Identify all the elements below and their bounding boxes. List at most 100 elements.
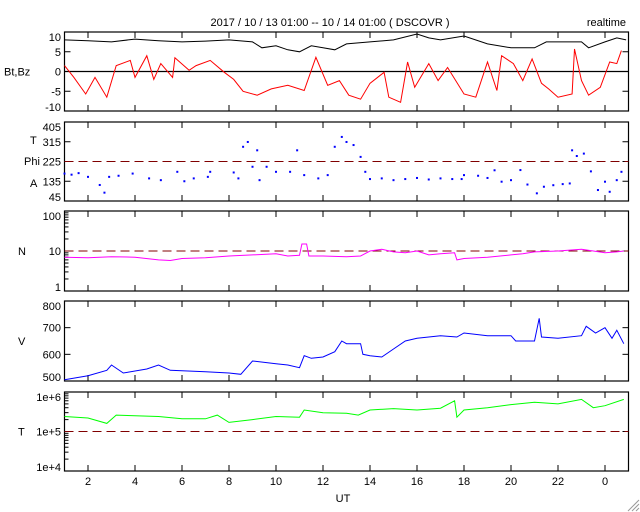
y-tick-label: 5	[55, 47, 61, 59]
data-point-phi	[352, 144, 355, 147]
x-tick-label: 14	[364, 476, 376, 488]
data-point-phi	[380, 177, 383, 180]
data-point-phi	[237, 177, 240, 180]
data-point-phi	[552, 184, 555, 187]
y-tick-label: 45	[49, 192, 61, 204]
y-tick-label: 0	[55, 67, 61, 79]
y-axis-label: T	[30, 135, 37, 147]
data-point-phi	[416, 176, 418, 179]
x-tick-label: 4	[132, 476, 138, 488]
data-point-phi	[526, 183, 529, 186]
data-point-phi	[451, 178, 454, 181]
y-tick-label: 1e+5	[36, 427, 61, 439]
data-point-phi	[131, 172, 134, 175]
y-tick-label: 800	[43, 301, 61, 313]
data-point-phi	[463, 174, 465, 177]
data-point-phi	[510, 179, 512, 182]
data-point-phi	[477, 174, 480, 177]
data-point-phi	[340, 135, 343, 138]
data-point-phi	[404, 178, 407, 181]
data-point-phi	[493, 169, 496, 172]
data-point-phi	[364, 170, 367, 173]
data-point-phi	[615, 179, 618, 182]
series-line-n	[64, 243, 624, 262]
data-point-phi	[439, 177, 442, 180]
data-point-phi	[256, 149, 259, 152]
data-point-phi	[596, 189, 599, 192]
data-point-phi	[575, 155, 578, 158]
panel-temperature: 2 4 6 8 10 12 14 16 18 20 22 0 1e+6 1e+5 1e+4 T	[18, 391, 630, 488]
x-tick-label: 20	[505, 476, 517, 488]
x-tick-label: 6	[179, 476, 185, 488]
y-tick-label: 100	[43, 211, 61, 223]
panel-density: 100 10 1 N	[18, 210, 630, 294]
resize-grip-icon[interactable]	[627, 499, 640, 512]
y-tick-label: 225	[43, 157, 61, 169]
data-point-phi	[63, 172, 66, 175]
y-tick-label: -10	[45, 102, 61, 114]
y-tick-label: -5	[51, 86, 61, 98]
data-point-phi	[345, 140, 348, 143]
x-tick-label: 8	[226, 476, 232, 488]
data-point-phi	[369, 178, 371, 181]
x-tick-label: 2	[85, 476, 91, 488]
data-point-phi	[77, 172, 80, 175]
data-point-phi	[303, 174, 306, 177]
data-point-phi	[486, 176, 489, 179]
y-tick-label: 405	[43, 122, 61, 134]
y-tick-label: 10	[49, 246, 61, 258]
data-point-phi	[571, 149, 574, 152]
data-point-phi	[519, 169, 522, 172]
y-axis-label: V	[18, 336, 26, 348]
y-tick-label: 1e+4	[36, 462, 61, 474]
data-point-phi	[108, 175, 111, 178]
x-tick-label: 0	[602, 476, 608, 488]
data-point-phi	[427, 178, 430, 181]
x-tick-label: 12	[317, 476, 329, 488]
data-point-phi	[608, 190, 611, 193]
series-line-bt	[64, 33, 627, 53]
data-point-phi	[258, 179, 261, 182]
x-tick-label: 10	[270, 476, 282, 488]
data-point-phi	[209, 170, 212, 173]
data-point-phi	[117, 174, 120, 177]
data-point-phi	[296, 149, 299, 152]
y-tick-label: 315	[43, 137, 61, 149]
data-point-phi	[87, 175, 89, 178]
panel-bt-bz: 10 5 0 -5 -10 Bt,Bz	[4, 31, 630, 114]
data-point-phi	[582, 152, 585, 155]
data-point-phi	[620, 170, 623, 173]
y-axis-label: T	[18, 427, 25, 439]
data-point-phi	[392, 179, 395, 182]
realtime-label: realtime	[587, 17, 626, 29]
data-point-phi	[265, 165, 268, 168]
data-point-phi	[206, 175, 209, 178]
data-point-phi	[333, 145, 336, 148]
series-line-bz	[64, 48, 622, 104]
data-point-phi	[589, 170, 592, 173]
panel-frame	[63, 300, 630, 382]
y-tick-label: 700	[43, 323, 61, 335]
panel-speed: 800 700 600 500 V	[18, 300, 630, 384]
data-point-phi	[148, 177, 151, 180]
y-axis-label: Phi	[24, 156, 40, 168]
data-point-phi	[289, 170, 292, 173]
data-point-phi	[192, 177, 195, 180]
panel-phi: 405 315 225 135 45 T Phi A	[24, 121, 630, 204]
data-point-phi	[542, 185, 545, 188]
data-point-phi	[460, 178, 463, 181]
series-line-v	[64, 318, 625, 381]
data-point-phi	[359, 155, 362, 158]
y-tick-label: 135	[43, 176, 61, 188]
data-point-phi	[326, 174, 329, 177]
y-axis-label: N	[18, 246, 26, 258]
data-point-phi	[251, 165, 254, 168]
y-tick-label: 600	[43, 349, 61, 361]
data-point-phi	[275, 170, 277, 173]
data-point-phi	[98, 183, 101, 186]
data-point-phi	[242, 145, 245, 148]
y-tick-label: 1	[55, 282, 61, 294]
x-tick-label: 16	[411, 476, 423, 488]
y-tick-label: 10	[49, 32, 61, 44]
